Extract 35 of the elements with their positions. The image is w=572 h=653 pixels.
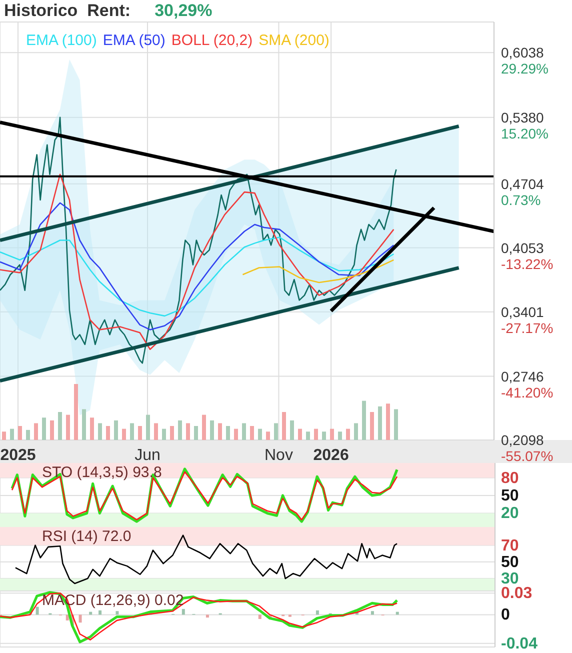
y-tick-label: 0,2746	[501, 368, 544, 384]
text: EMA (50)	[102, 32, 166, 49]
x-tick-label: 2026	[313, 447, 349, 464]
y-tick-label: 0.03	[501, 585, 532, 602]
text: SMA (200)	[258, 32, 330, 49]
y-tick-label: 0,4704	[501, 176, 544, 192]
x-tick-label: Jun	[134, 447, 160, 464]
text: BOLL (20,2)	[171, 32, 253, 49]
y-tick-label: 50	[501, 554, 519, 571]
y-tick-label: 0,4053	[501, 240, 544, 256]
y-tick-label: 0	[501, 606, 510, 624]
x-tick-label: 2025	[0, 447, 36, 464]
y2-tick-label: -55.07%	[501, 448, 554, 464]
y2-tick-label: 0.73%	[501, 192, 541, 208]
y-tick-label: 30	[501, 570, 519, 588]
text: 30,29%	[154, 1, 212, 21]
y-tick-label: 80	[501, 470, 519, 487]
y2-tick-label: -27.17%	[501, 320, 554, 336]
chart-title: RSI (14) 72.0	[42, 528, 132, 545]
y-tick-label: 70	[501, 537, 519, 554]
y-tick-label: 0,3401	[501, 304, 544, 320]
y-tick-label: -0.04	[501, 635, 538, 652]
x-tick-label: Nov	[264, 447, 293, 464]
y-tick-label: 20	[501, 505, 519, 522]
y-tick-label: 50	[501, 488, 519, 504]
chart-title: STO (14,3,5) 93.8	[42, 464, 162, 481]
y-tick-label: 0,2098	[501, 432, 544, 448]
y-tick-label: 0,6038	[501, 44, 544, 61]
y-tick-label: 0,5380	[501, 109, 544, 126]
chart-title: Historico Rent:	[4, 1, 131, 21]
y2-tick-label: -41.20%	[501, 384, 554, 400]
text: EMA (100)	[26, 32, 97, 49]
y2-tick-label: 29.29%	[501, 60, 548, 77]
y2-tick-label: -13.22%	[501, 256, 554, 272]
y2-tick-label: 15.20%	[501, 125, 548, 142]
